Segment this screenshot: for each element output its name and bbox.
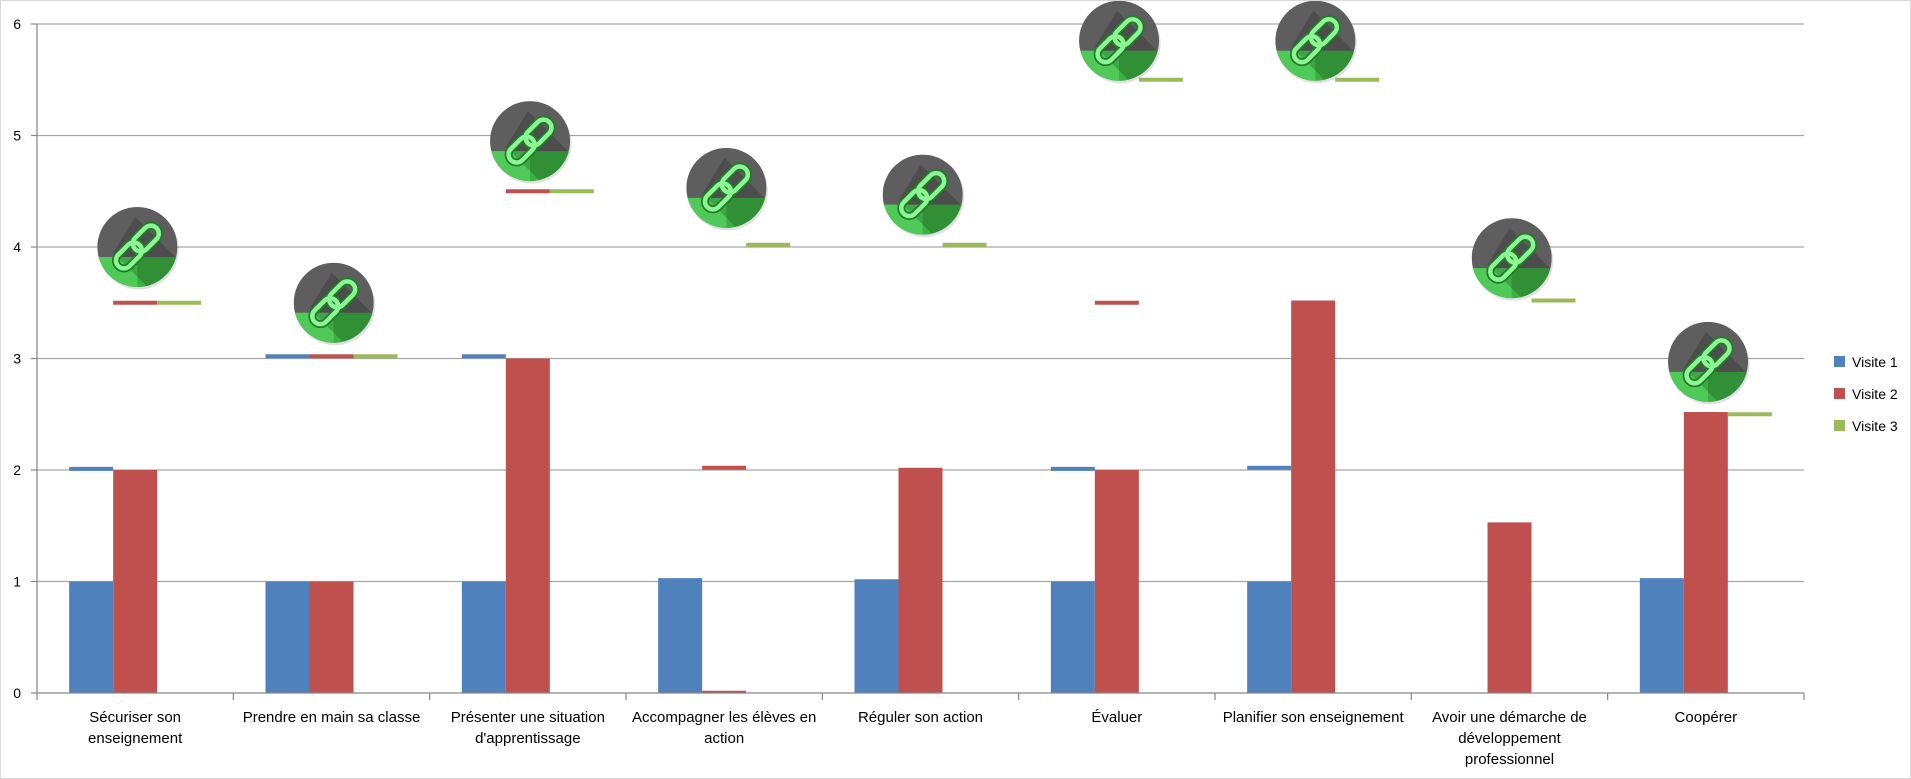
bar	[113, 470, 158, 693]
bar	[461, 581, 506, 693]
legend-label: Visite 2	[1852, 386, 1898, 402]
link-icon[interactable]	[1275, 1, 1357, 91]
bar	[69, 581, 114, 693]
bar	[505, 358, 550, 693]
bar	[309, 581, 354, 693]
value-dash	[309, 354, 354, 359]
x-tick-label: Sécuriser son enseignement	[88, 709, 183, 747]
y-tick-label: 5	[13, 128, 21, 144]
bar	[1683, 412, 1728, 693]
value-dash	[1094, 300, 1139, 305]
y-tick-label: 3	[13, 351, 21, 367]
value-dash	[1531, 298, 1576, 303]
bar	[854, 579, 899, 693]
value-dash	[1247, 465, 1292, 470]
bar	[265, 581, 310, 693]
value-dash	[702, 465, 747, 470]
bar	[1050, 581, 1095, 693]
bar	[702, 690, 747, 693]
value-dash	[1050, 466, 1095, 471]
bars	[69, 300, 1728, 693]
legend-swatch	[1834, 388, 1845, 399]
value-dash	[505, 189, 550, 194]
bar	[658, 578, 703, 693]
value-dash	[461, 354, 506, 359]
x-tick-label: Avoir une démarche de développement profes…	[1432, 709, 1587, 768]
value-dash	[549, 189, 594, 194]
bar	[1094, 470, 1139, 693]
bar	[1291, 300, 1336, 693]
link-icons	[97, 1, 1750, 412]
legend-label: Visite 3	[1852, 418, 1898, 434]
link-icon[interactable]	[293, 262, 376, 353]
x-tick-label: Réguler son action	[858, 709, 983, 726]
bar	[1639, 578, 1684, 693]
x-tick-label: Accompagner les élèves en action	[632, 709, 816, 747]
value-dash	[113, 300, 158, 305]
value-dash	[353, 354, 398, 359]
value-dash	[1138, 77, 1183, 82]
bar	[1487, 522, 1532, 693]
link-icon[interactable]	[686, 147, 768, 238]
bar	[898, 467, 943, 693]
x-tick-label: Présenter une situation d'apprentissage	[451, 709, 605, 747]
legend-label: Visite 1	[1852, 354, 1898, 370]
y-tick-label: 1	[13, 574, 21, 590]
value-dash	[157, 300, 202, 305]
link-icon[interactable]	[1471, 218, 1554, 308]
y-tick-label: 6	[13, 16, 21, 32]
link-icon[interactable]	[490, 101, 572, 191]
link-icon[interactable]	[882, 154, 965, 245]
legend-swatch	[1834, 356, 1845, 367]
x-tick-label: Coopérer	[1675, 709, 1738, 726]
value-dash	[1727, 412, 1772, 417]
value-dash	[746, 242, 791, 247]
x-tick-label: Prendre en main sa classe	[243, 709, 421, 726]
x-tick-label: Planifier son enseignement	[1223, 709, 1405, 726]
axes: 0 1 2 3 4 5 6 Sécuriser son enseignement Prendre …	[13, 16, 1805, 768]
link-icon[interactable]	[1668, 321, 1750, 412]
value-dash	[942, 242, 987, 247]
value-dash	[1335, 77, 1380, 82]
y-tick-label: 4	[13, 239, 21, 255]
link-icon[interactable]	[97, 207, 179, 297]
y-tick-label: 0	[13, 685, 21, 701]
bar	[1247, 581, 1292, 693]
value-dash	[69, 466, 114, 471]
legend-swatch	[1834, 420, 1845, 431]
value-dash	[265, 354, 310, 359]
link-icon[interactable]	[1079, 1, 1161, 91]
value-dashes	[69, 77, 1772, 471]
x-tick-label: Évaluer	[1091, 709, 1142, 726]
legend: Visite 1 Visite 2 Visite 3	[1834, 354, 1898, 434]
y-tick-label: 2	[13, 462, 21, 478]
